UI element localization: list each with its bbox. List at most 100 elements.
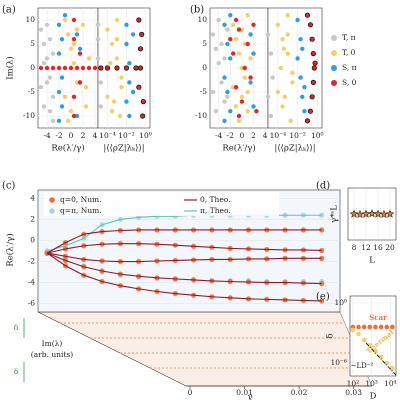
point bbox=[38, 27, 44, 32]
point bbox=[98, 65, 104, 71]
point bbox=[86, 65, 92, 71]
point bbox=[59, 104, 65, 109]
point bbox=[285, 13, 290, 18]
x-axis-label: Re(λ′/γ) bbox=[51, 143, 84, 154]
theory-line bbox=[46, 252, 322, 285]
point bbox=[278, 65, 284, 71]
point bbox=[219, 41, 224, 47]
point bbox=[210, 32, 216, 37]
annotation: δ bbox=[14, 323, 19, 332]
point bbox=[361, 337, 367, 343]
x-tick-label: 0.01 bbox=[236, 388, 253, 397]
point bbox=[77, 51, 83, 56]
point bbox=[95, 22, 101, 27]
y-tick-label: -5 bbox=[200, 87, 208, 96]
x-axis-label: |⟨⟨ρZ|λₖ⟩⟩| bbox=[103, 144, 144, 154]
point bbox=[56, 65, 62, 71]
series-label: Scar bbox=[369, 313, 387, 322]
legend-label: S, π bbox=[342, 63, 357, 72]
point bbox=[242, 75, 247, 80]
point bbox=[114, 37, 120, 42]
point bbox=[304, 12, 311, 18]
x-axis-label: Re(λ′/γ) bbox=[222, 143, 255, 154]
point bbox=[225, 94, 230, 100]
c-depth-axis bbox=[37, 311, 187, 387]
point bbox=[285, 51, 290, 56]
legend-marker bbox=[331, 35, 337, 41]
point bbox=[378, 324, 384, 330]
point bbox=[384, 324, 390, 330]
y-tick-label: 4 bbox=[30, 193, 35, 202]
legend-label: 0, Theo. bbox=[200, 195, 231, 204]
point bbox=[92, 65, 98, 71]
panel-label: (d) bbox=[316, 181, 330, 192]
x-tick-label: 10³ bbox=[365, 379, 378, 388]
point bbox=[233, 37, 239, 42]
y-tick-label: 0 bbox=[30, 235, 35, 244]
point bbox=[361, 324, 367, 330]
point bbox=[242, 65, 247, 71]
point bbox=[77, 80, 83, 85]
x-tick-label: 0 bbox=[69, 131, 74, 140]
point bbox=[71, 94, 77, 100]
point bbox=[50, 65, 56, 71]
point bbox=[41, 61, 47, 66]
x-tick-label: 0 bbox=[240, 131, 245, 140]
point bbox=[268, 51, 274, 56]
point bbox=[290, 70, 295, 76]
point bbox=[228, 109, 233, 114]
x-tick-label: 8 bbox=[352, 243, 357, 252]
legend-marker bbox=[49, 197, 55, 203]
legend-label: S, 0 bbox=[342, 78, 357, 87]
point bbox=[265, 94, 271, 100]
star-point bbox=[385, 209, 395, 218]
point bbox=[127, 61, 132, 66]
point bbox=[311, 65, 317, 71]
point bbox=[288, 118, 293, 124]
theory-line bbox=[46, 229, 322, 254]
point bbox=[62, 94, 68, 100]
point bbox=[367, 324, 373, 330]
point bbox=[307, 22, 314, 28]
fit-line bbox=[365, 342, 397, 376]
point bbox=[236, 118, 242, 124]
point bbox=[378, 354, 384, 360]
point bbox=[222, 118, 227, 124]
point bbox=[71, 113, 77, 119]
point bbox=[367, 342, 373, 348]
point bbox=[251, 22, 256, 27]
point bbox=[41, 41, 47, 47]
y-tick-label: -10 bbox=[23, 111, 35, 120]
point bbox=[298, 75, 303, 80]
x-tick-label: 0.03 bbox=[345, 388, 362, 397]
point bbox=[309, 36, 315, 42]
x-tick-label: 12 bbox=[361, 243, 371, 252]
point bbox=[245, 89, 250, 95]
point bbox=[285, 32, 290, 37]
point bbox=[231, 22, 236, 27]
point bbox=[47, 75, 53, 80]
point bbox=[373, 348, 378, 354]
legend-marker bbox=[331, 65, 337, 71]
point bbox=[222, 56, 227, 61]
point bbox=[71, 17, 77, 23]
point bbox=[104, 65, 111, 71]
point bbox=[312, 60, 318, 66]
point bbox=[117, 113, 123, 119]
point bbox=[239, 99, 245, 104]
point bbox=[62, 13, 68, 18]
point bbox=[47, 37, 53, 42]
point bbox=[44, 80, 50, 85]
point bbox=[248, 75, 253, 80]
point bbox=[74, 27, 80, 32]
y-axis-label: γ*ˢL bbox=[330, 205, 340, 223]
point bbox=[384, 360, 390, 366]
point bbox=[137, 65, 144, 71]
x-tick-label: -2 bbox=[227, 131, 235, 140]
point bbox=[390, 324, 395, 330]
point bbox=[56, 22, 62, 27]
point bbox=[71, 37, 77, 42]
y-tick-label: 0 bbox=[30, 63, 35, 72]
